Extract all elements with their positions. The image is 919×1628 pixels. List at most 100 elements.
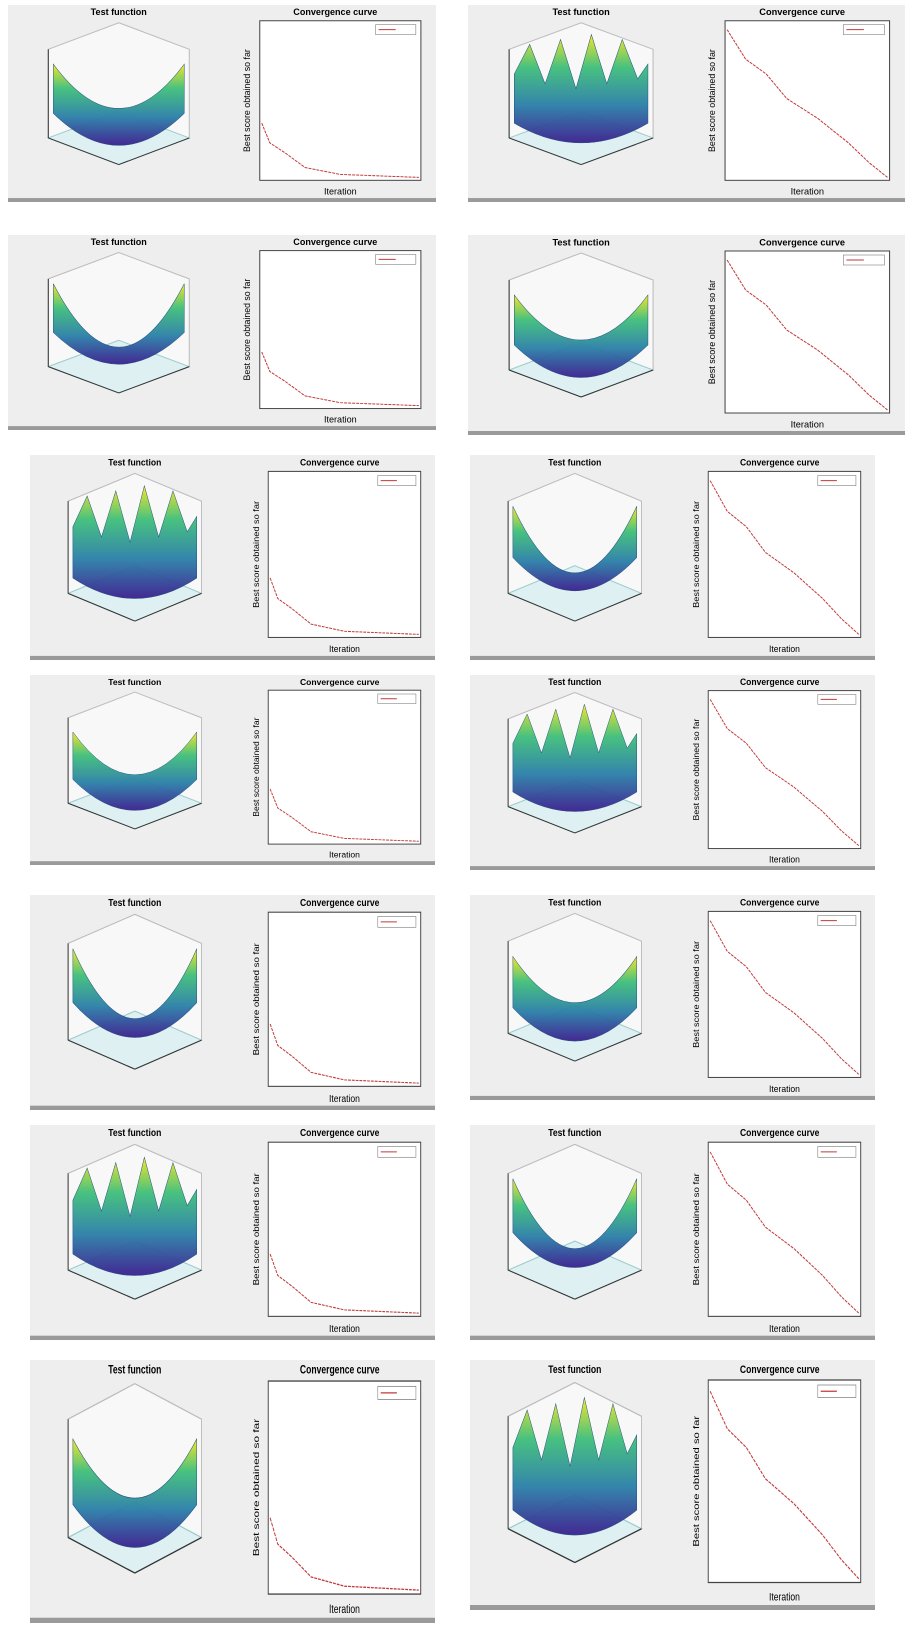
- convergence-curve: [269, 1517, 419, 1591]
- right-title: Convergence curve: [740, 1364, 820, 1376]
- axes-box: [267, 470, 422, 638]
- surface: [53, 63, 185, 146]
- convergence-curve: [709, 1151, 860, 1314]
- right-title: Convergence curve: [293, 7, 377, 17]
- axis: [67, 1269, 135, 1300]
- axis: [574, 1269, 642, 1300]
- figure: Test function Convergence curve Iteration B…: [30, 675, 435, 865]
- y-label: Best score obtained so far: [707, 280, 717, 384]
- surface: [512, 506, 638, 591]
- panel-shadow: [470, 1335, 875, 1340]
- y-label: Best score obtained so far: [252, 943, 261, 1055]
- figure-panel: Test function Convergence curve Iteration B…: [8, 235, 436, 430]
- axis: [134, 592, 202, 622]
- surface: [512, 703, 638, 812]
- axis: [507, 1528, 575, 1564]
- panel-shadow: [30, 1105, 435, 1110]
- surface: [72, 731, 198, 811]
- axes-box: [707, 1379, 862, 1584]
- x-label: Iteration: [769, 854, 800, 864]
- panel-shadow: [468, 431, 905, 435]
- panel-shadow: [8, 198, 436, 202]
- right-title: Convergence curve: [300, 1128, 379, 1139]
- figure: Test function Convergence curve Iteration B…: [8, 235, 436, 430]
- convergence-curve: [261, 123, 419, 178]
- axis: [574, 1032, 642, 1062]
- axis: [508, 369, 582, 398]
- axis: [48, 137, 119, 166]
- panel-shadow: [30, 655, 435, 660]
- panel-shadow: [30, 1617, 435, 1623]
- axes-box: [259, 250, 422, 410]
- axes-box: [267, 911, 422, 1087]
- left-title: Test function: [548, 457, 601, 467]
- left-title: Test function: [548, 897, 601, 907]
- convergence-curve: [269, 1253, 419, 1314]
- left-title: Test function: [548, 677, 601, 687]
- legend-box: [843, 24, 885, 35]
- panel-shadow: [468, 198, 905, 202]
- panel-shadow: [30, 1335, 435, 1340]
- axis: [134, 1039, 202, 1070]
- y-label: Best score obtained so far: [692, 1415, 701, 1546]
- surface: [512, 1396, 638, 1536]
- figure-panel: Test function Convergence curve Iteration B…: [8, 5, 436, 202]
- y-label: Best score obtained so far: [251, 501, 261, 608]
- axis: [67, 592, 135, 622]
- x-label: Iteration: [769, 644, 800, 654]
- y-label: Best score obtained so far: [242, 279, 252, 381]
- y-label: Best score obtained so far: [251, 717, 261, 816]
- figure: Test function Convergence curve Iteration B…: [468, 235, 905, 435]
- convergence-curve: [726, 29, 888, 178]
- axes-box: [707, 1141, 862, 1317]
- figure: Test function Convergence curve Iteration B…: [30, 1360, 435, 1623]
- right-title: Convergence curve: [300, 898, 379, 909]
- figure: Test function Convergence curve Iteration B…: [30, 895, 435, 1110]
- right-title: Convergence curve: [740, 677, 820, 687]
- x-label: Iteration: [769, 1084, 800, 1094]
- convergence-curve: [269, 577, 419, 635]
- figure-panel: Test function Convergence curve Iteration B…: [468, 235, 905, 435]
- x-label: Iteration: [329, 1604, 360, 1617]
- axis: [134, 1269, 202, 1300]
- axes-box: [707, 690, 862, 850]
- axis: [580, 137, 654, 166]
- x-label: Iteration: [329, 644, 360, 654]
- figure: Test function Convergence curve Iteration B…: [470, 455, 875, 660]
- x-label: Iteration: [324, 187, 357, 197]
- axis: [134, 1536, 202, 1574]
- right-title: Convergence curve: [759, 7, 845, 17]
- axes-box: [259, 20, 422, 181]
- convergence-curve: [709, 699, 860, 846]
- figure: Test function Convergence curve Iteration B…: [30, 455, 435, 660]
- axis: [67, 1039, 135, 1070]
- legend-box: [843, 254, 885, 266]
- x-label: Iteration: [324, 415, 357, 425]
- axes-box: [267, 1380, 422, 1595]
- figure: Test function Convergence curve Iteration B…: [470, 675, 875, 870]
- figure-panel: Test function Convergence curve Iteration B…: [468, 5, 905, 202]
- panel-shadow: [470, 1095, 875, 1100]
- figure-panel: Test function Convergence curve Iteration B…: [470, 895, 875, 1100]
- left-title: Test function: [108, 457, 161, 467]
- axis: [118, 366, 190, 394]
- x-label: Iteration: [791, 419, 824, 429]
- convergence-curve: [709, 920, 860, 1075]
- axis: [67, 802, 135, 830]
- right-title: Convergence curve: [300, 457, 380, 467]
- axes-box: [707, 470, 862, 638]
- surface: [514, 294, 649, 378]
- axis: [574, 806, 642, 834]
- axes-box: [267, 689, 422, 845]
- surface: [514, 33, 649, 144]
- figure: Test function Convergence curve Iteration B…: [470, 895, 875, 1100]
- left-title: Test function: [91, 7, 147, 17]
- x-label: Iteration: [791, 187, 824, 197]
- panel-shadow: [470, 655, 875, 660]
- axis: [507, 592, 575, 622]
- surface: [72, 948, 198, 1038]
- figure-panel: Test function Convergence curve Iteration B…: [30, 895, 435, 1110]
- panel-shadow: [30, 861, 435, 865]
- right-title: Convergence curve: [300, 1364, 380, 1377]
